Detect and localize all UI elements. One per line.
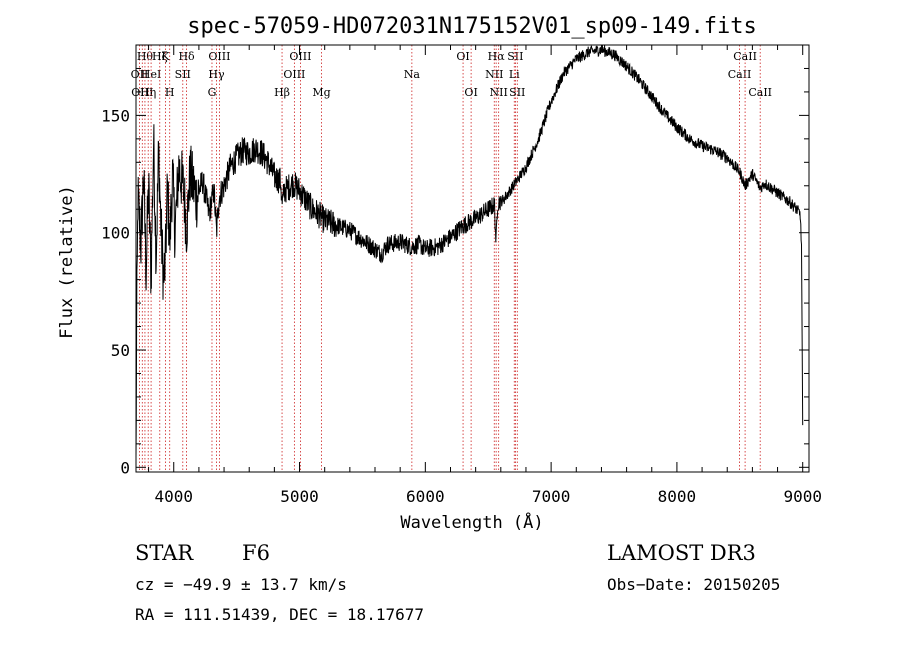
line-marker-label: H (165, 86, 175, 99)
line-marker-label: SII (175, 68, 191, 81)
y-tick-label: 100 (101, 224, 130, 243)
line-marker-label: OIII (208, 50, 230, 63)
y-axis-label: Flux (relative) (57, 185, 77, 339)
line-marker-label: CaII (748, 86, 772, 99)
y-tick-label: 0 (120, 458, 130, 477)
line-marker-label: OIII (131, 86, 153, 99)
line-marker-label: Hδ (178, 50, 195, 63)
line-marker-label: OII (131, 68, 149, 81)
x-tick-label: 6000 (406, 487, 445, 506)
emission-line-markers: OIIOIIIHθHηHeIHζKHSIIHδGHγOIIIHβOIIIOIII… (131, 45, 772, 472)
line-marker-label: HeI (141, 68, 161, 81)
line-marker-label: G (208, 86, 217, 99)
spectrum-series (135, 45, 804, 458)
line-marker-label: CaII (728, 68, 752, 81)
plot-frame (135, 44, 810, 473)
line-marker-label: Hθ (137, 50, 154, 63)
spectrum-line (135, 45, 804, 458)
line-marker-label: Hβ (274, 86, 290, 99)
x-tick-label: 5000 (280, 487, 319, 506)
line-marker-label: OIII (289, 50, 311, 63)
line-marker-label: NII (485, 68, 503, 81)
line-marker-label: SII (507, 50, 523, 63)
observation-date: Obs−Date: 20150205 (607, 575, 780, 594)
line-marker-label: OI (464, 86, 477, 99)
object-class: STAR (135, 541, 194, 565)
line-marker-label: K (161, 50, 170, 63)
line-marker-label: Li (509, 68, 520, 81)
x-tick-label: 7000 (532, 487, 571, 506)
x-tick-label: 9000 (783, 487, 822, 506)
line-marker-label: Hγ (208, 68, 225, 81)
line-marker-label: Mg (312, 86, 330, 99)
chart-title: spec-57059-HD072031N175152V01_sp09-149.f… (187, 14, 757, 39)
line-marker-label: OIII (283, 68, 305, 81)
line-marker-label: Hα (488, 50, 506, 63)
line-marker-label: Hη (140, 86, 156, 99)
x-tick-label: 4000 (154, 487, 193, 506)
line-marker-label: NII (490, 86, 508, 99)
x-axis-ticks: 4000 5000 6000 7000 8000 9000 (148, 45, 822, 506)
redshift-cz: cz = −49.9 ± 13.7 km/s (135, 575, 347, 594)
line-marker-label: OI (456, 50, 469, 63)
y-tick-label: 150 (101, 106, 130, 125)
line-marker-label: Hζ (152, 50, 168, 63)
x-axis-label: Wavelength (Å) (400, 511, 543, 533)
line-marker-label: SII (509, 86, 525, 99)
x-tick-label: 8000 (658, 487, 697, 506)
object-subclass: F6 (242, 541, 270, 565)
line-marker-label: CaII (733, 50, 757, 63)
coordinates: RA = 111.51439, DEC = 18.17677 (135, 605, 424, 624)
survey-name: LAMOST DR3 (607, 541, 756, 565)
line-marker-label: Na (404, 68, 421, 81)
y-tick-label: 50 (111, 341, 130, 360)
y-axis-ticks: 0 50 100 150 (101, 67, 809, 477)
